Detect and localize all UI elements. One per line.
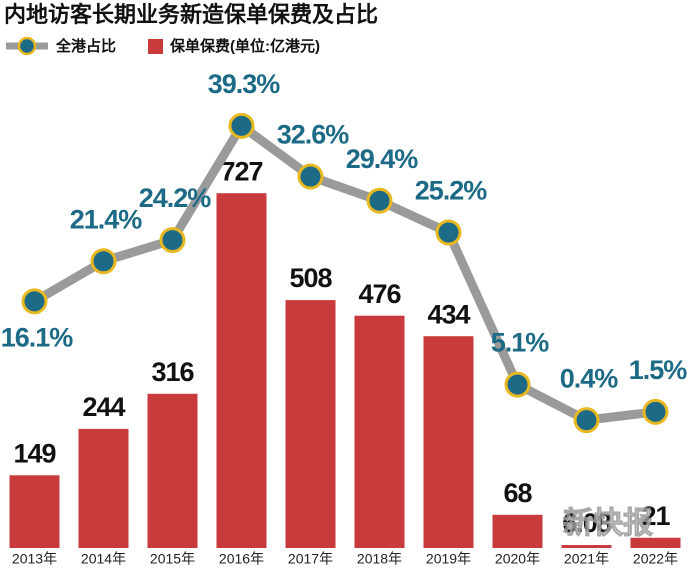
line-marker — [159, 227, 186, 254]
x-tick-label: 2019年 — [426, 551, 471, 567]
line-marker — [573, 407, 600, 434]
bar — [354, 315, 405, 548]
line — [32, 121, 657, 425]
x-tick-label: 2017年 — [288, 551, 333, 567]
legend-label: 全港占比 — [55, 37, 116, 55]
line-marker — [504, 371, 531, 398]
bar — [492, 514, 543, 548]
bar-value-label: 476 — [358, 279, 401, 309]
bar-value-label: 149 — [13, 438, 56, 468]
line-value-label: 0.4% — [560, 363, 619, 393]
bar-value-label: 508 — [289, 263, 332, 293]
bar — [9, 475, 60, 548]
line-value-label: 25.2% — [415, 176, 488, 206]
line-marker — [642, 398, 669, 425]
x-tick-label: 2014年 — [81, 551, 126, 567]
line-marker — [435, 219, 462, 246]
line-value-label: 16.1% — [1, 322, 74, 352]
line-marker — [228, 112, 255, 139]
line-marker — [366, 187, 393, 214]
bar-value-label: 68 — [503, 478, 532, 508]
line-value-label: 21.4% — [70, 204, 143, 234]
bar-value-label: 244 — [82, 392, 125, 422]
x-tick-label: 2015年 — [150, 551, 195, 567]
line-value-label: 29.4% — [346, 144, 419, 174]
bar — [78, 428, 129, 548]
chart-title: 内地访客长期业务新造保单保费及占比 — [4, 2, 378, 27]
bar — [423, 336, 474, 548]
bar-value-label: 316 — [151, 357, 194, 387]
bar — [561, 545, 612, 548]
bar — [147, 393, 198, 548]
line-value-label: 5.1% — [491, 328, 550, 358]
x-tick-label: 2013年 — [12, 551, 57, 567]
legend-marker — [17, 36, 37, 56]
bar-value-label: 21 — [641, 501, 670, 531]
x-tick-label: 2016年 — [219, 551, 264, 567]
line-marker — [297, 163, 324, 190]
bar — [216, 193, 267, 548]
legend-swatch — [148, 39, 163, 54]
bar-value-label: 6.08 — [562, 508, 612, 538]
line-value-label: 39.3% — [208, 69, 281, 99]
line-value-label: 24.2% — [139, 183, 212, 213]
x-tick-label: 2018年 — [357, 551, 402, 567]
x-tick-label: 2020年 — [495, 551, 540, 567]
line-value-label: 1.5% — [629, 355, 688, 385]
bar — [285, 300, 336, 548]
x-tick-label: 2021年 — [564, 551, 609, 567]
watermark: 新快报 — [563, 507, 653, 540]
line-value-label: 32.6% — [277, 120, 350, 150]
line-marker — [90, 248, 117, 275]
x-tick-label: 2022年 — [633, 551, 678, 567]
bar — [630, 537, 681, 548]
bar-value-label: 434 — [427, 299, 470, 329]
line-marker — [21, 288, 48, 315]
legend-label: 保单保费(单位:亿港元) — [169, 37, 320, 55]
bar-value-label: 727 — [220, 156, 262, 186]
